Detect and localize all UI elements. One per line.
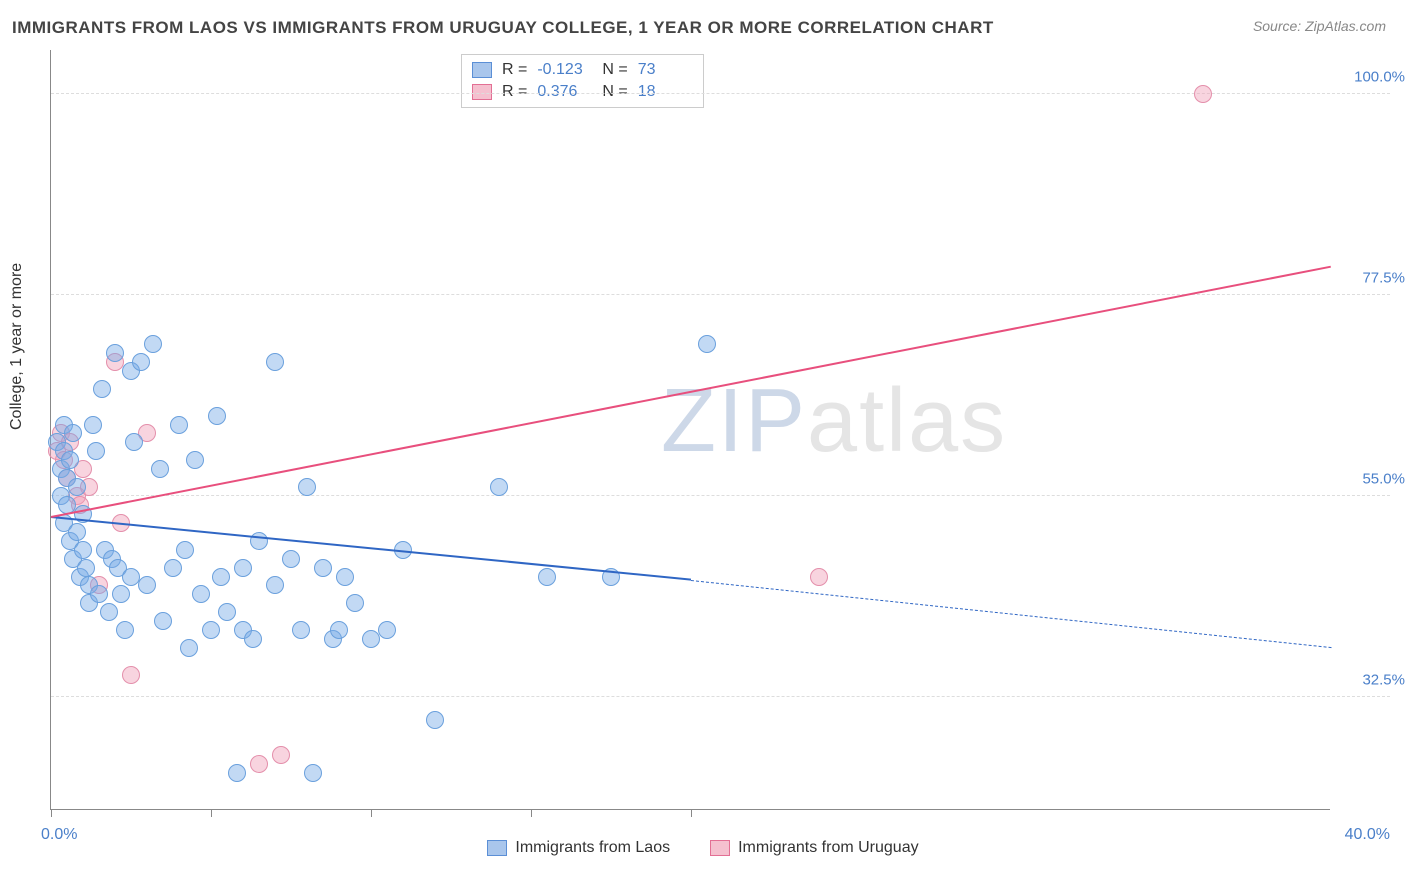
data-point-laos (212, 568, 230, 586)
data-point-laos (87, 442, 105, 460)
y-tick-label: 32.5% (1362, 672, 1405, 689)
data-point-laos (698, 335, 716, 353)
data-point-laos (93, 380, 111, 398)
legend-stat-row: R = -0.123 N = 73 (472, 59, 693, 81)
data-point-laos (68, 523, 86, 541)
data-point-laos (298, 478, 316, 496)
y-tick-label: 77.5% (1362, 269, 1405, 286)
trend-line (51, 266, 1331, 518)
trend-line (51, 516, 691, 581)
x-tick (211, 809, 212, 817)
data-point-laos (112, 585, 130, 603)
gridline (51, 696, 1390, 697)
series-legend: Immigrants from Laos Immigrants from Urug… (0, 839, 1406, 857)
data-point-laos (74, 541, 92, 559)
data-point-laos (228, 764, 246, 782)
data-point-laos (132, 353, 150, 371)
data-point-laos (192, 585, 210, 603)
r-label: R = (502, 61, 527, 79)
data-point-laos (330, 621, 348, 639)
data-point-laos (314, 559, 332, 577)
data-point-laos (125, 433, 143, 451)
data-point-laos (180, 639, 198, 657)
gridline (51, 495, 1390, 496)
data-point-uruguay (250, 755, 268, 773)
data-point-laos (138, 576, 156, 594)
correlation-legend: R =-0.123N =73R =0.376N =18 (461, 54, 704, 108)
data-point-laos (151, 460, 169, 478)
data-point-uruguay (1194, 85, 1212, 103)
r-value: -0.123 (537, 61, 592, 79)
data-point-uruguay (122, 666, 140, 684)
data-point-laos (346, 594, 364, 612)
legend-item: Immigrants from Laos (487, 839, 670, 857)
data-point-laos (282, 550, 300, 568)
legend-item: Immigrants from Uruguay (710, 839, 919, 857)
watermark-zip: ZIP (661, 371, 807, 471)
data-point-laos (208, 407, 226, 425)
data-point-laos (100, 603, 118, 621)
data-point-laos (202, 621, 220, 639)
data-point-laos (378, 621, 396, 639)
data-point-laos (218, 603, 236, 621)
trend-line (691, 580, 1331, 648)
chart-title: IMMIGRANTS FROM LAOS VS IMMIGRANTS FROM … (12, 18, 994, 38)
data-point-laos (336, 568, 354, 586)
data-point-uruguay (810, 568, 828, 586)
legend-swatch (710, 840, 730, 856)
data-point-laos (144, 335, 162, 353)
x-tick (371, 809, 372, 817)
data-point-laos (68, 478, 86, 496)
x-tick (691, 809, 692, 817)
data-point-laos (64, 424, 82, 442)
data-point-laos (164, 559, 182, 577)
watermark-atlas: atlas (807, 371, 1007, 471)
gridline (51, 93, 1390, 94)
legend-swatch (487, 840, 507, 856)
legend-swatch (472, 62, 492, 78)
data-point-uruguay (272, 746, 290, 764)
data-point-laos (538, 568, 556, 586)
data-point-laos (490, 478, 508, 496)
y-tick-label: 55.0% (1362, 471, 1405, 488)
data-point-laos (426, 711, 444, 729)
data-point-laos (266, 353, 284, 371)
n-value: 73 (638, 61, 693, 79)
data-point-laos (304, 764, 322, 782)
data-point-laos (77, 559, 95, 577)
scatter-plot: ZIPatlas R =-0.123N =73R =0.376N =18 0.0… (50, 50, 1330, 810)
data-point-laos (61, 451, 79, 469)
source-label: Source: ZipAtlas.com (1253, 18, 1386, 34)
x-tick (51, 809, 52, 817)
data-point-laos (186, 451, 204, 469)
data-point-laos (250, 532, 268, 550)
data-point-laos (362, 630, 380, 648)
y-tick-label: 100.0% (1354, 68, 1405, 85)
data-point-laos (234, 559, 252, 577)
data-point-laos (84, 416, 102, 434)
x-tick (531, 809, 532, 817)
legend-label: Immigrants from Laos (515, 839, 670, 857)
legend-label: Immigrants from Uruguay (738, 839, 919, 857)
data-point-laos (116, 621, 134, 639)
data-point-laos (154, 612, 172, 630)
n-label: N = (602, 61, 627, 79)
data-point-laos (266, 576, 284, 594)
data-point-laos (176, 541, 194, 559)
data-point-laos (292, 621, 310, 639)
data-point-laos (170, 416, 188, 434)
data-point-laos (90, 585, 108, 603)
data-point-laos (244, 630, 262, 648)
data-point-laos (106, 344, 124, 362)
y-axis-title: College, 1 year or more (8, 263, 26, 430)
